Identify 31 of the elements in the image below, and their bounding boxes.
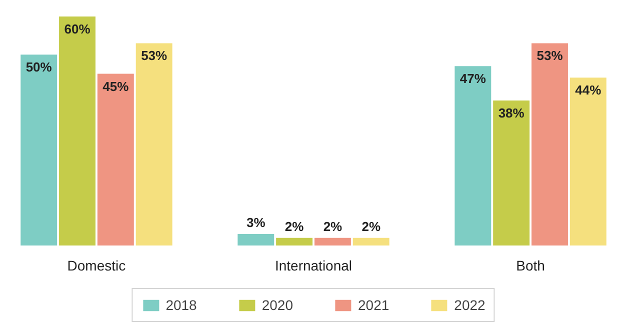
bar [454,66,492,246]
data-label: 53% [536,48,564,64]
x-tick-label: Both [516,258,545,274]
data-label: 2% [323,218,343,234]
data-label: 53% [141,48,168,64]
bar [20,54,58,246]
bar [59,16,96,246]
data-label: 2% [284,218,304,234]
x-tick-label: Domestic [67,258,126,274]
bar [493,100,530,246]
x-tick-label: International [274,258,352,274]
legend-label: 2018 [166,297,197,313]
bar [352,238,390,246]
legend-label: 2020 [262,297,293,313]
legend-label: 2022 [454,297,486,313]
bar [276,238,313,246]
data-label: 38% [498,105,525,120]
data-label: 47% [460,71,486,86]
data-label: 60% [64,22,91,36]
legend-label: 2021 [358,297,390,313]
bar [238,234,274,246]
data-label: 2% [362,218,381,234]
data-label: 45% [102,78,130,94]
bar [136,43,172,246]
bar [97,74,134,246]
data-label: 44% [575,82,602,98]
data-label: 3% [246,215,266,230]
bar [314,238,351,246]
data-label: 50% [26,60,52,75]
bar [532,43,568,246]
bar [570,78,606,246]
